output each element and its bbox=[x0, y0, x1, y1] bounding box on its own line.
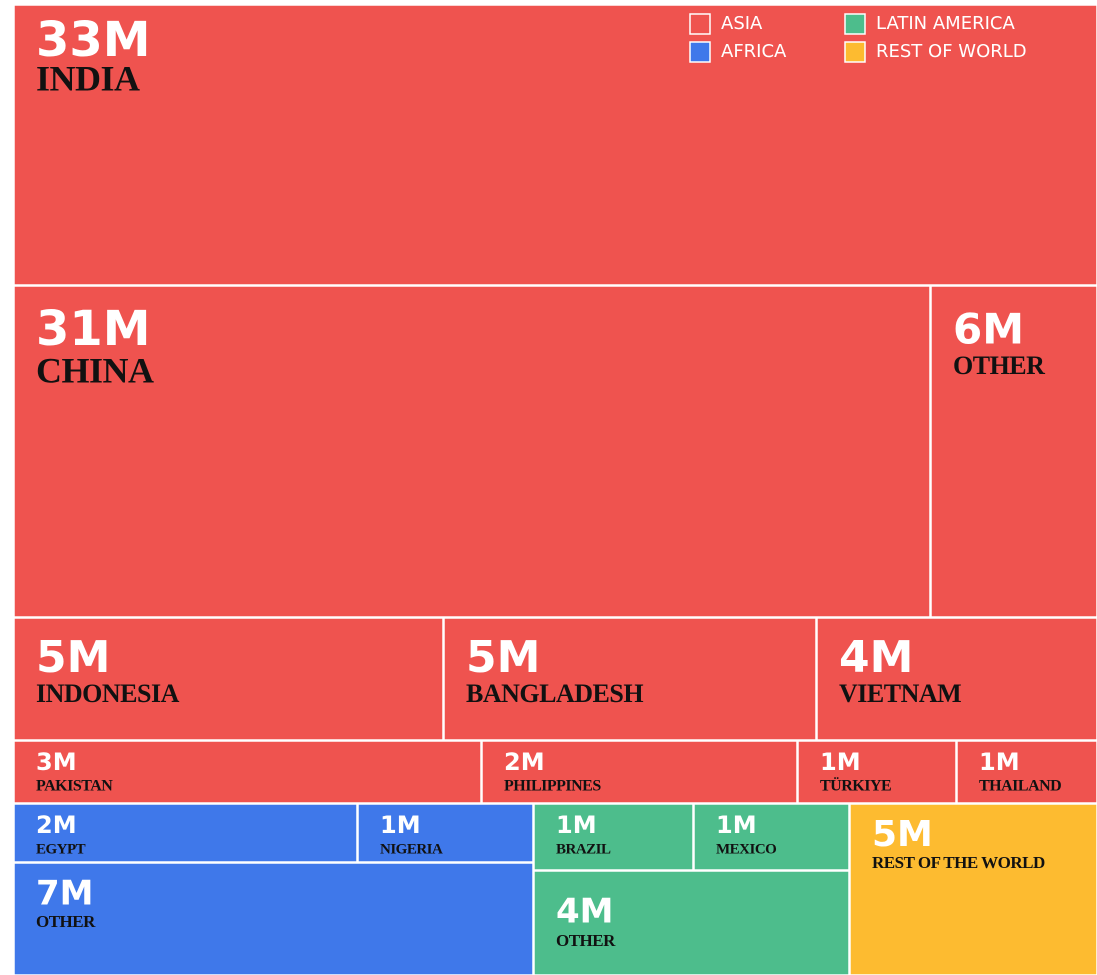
tile-label: INDIA bbox=[36, 58, 140, 98]
chart: 33MINDIA31MCHINA6MOTHER5MINDONESIA5MBANG… bbox=[0, 0, 1097, 975]
value-label: 2M bbox=[504, 748, 545, 776]
tile-label: TÜRKIYE bbox=[820, 777, 891, 795]
tile bbox=[14, 286, 930, 617]
tile-label: MEXICO bbox=[716, 841, 776, 857]
legend-swatch bbox=[690, 42, 710, 62]
tile-label: EGYPT bbox=[36, 841, 86, 857]
legend-swatch bbox=[690, 14, 710, 34]
tile-label: PAKISTAN bbox=[36, 778, 113, 795]
legend-label: LATIN AMERICA bbox=[876, 13, 1015, 34]
value-label: 5M bbox=[872, 814, 933, 855]
value-label: 1M bbox=[380, 811, 421, 839]
value-label: 1M bbox=[556, 811, 597, 839]
tile-label: INDONESIA bbox=[36, 679, 180, 708]
value-label: 1M bbox=[716, 811, 757, 839]
tile-label: THAILAND bbox=[979, 778, 1061, 795]
legend-label: AFRICA bbox=[721, 41, 787, 62]
value-label: 2M bbox=[36, 811, 77, 839]
value-label: 31M bbox=[36, 301, 151, 357]
tile-label: OTHER bbox=[36, 912, 96, 931]
legend-label: REST OF WORLD bbox=[876, 41, 1027, 62]
value-label: 4M bbox=[839, 632, 913, 683]
tile-label: OTHER bbox=[953, 351, 1045, 380]
tile-label: VIETNAM bbox=[839, 679, 961, 708]
legend-swatch bbox=[845, 42, 865, 62]
tile-label: CHINA bbox=[36, 350, 154, 390]
value-label: 5M bbox=[36, 632, 110, 683]
tile-label: REST OF THE WORLD bbox=[872, 853, 1045, 872]
value-label: 1M bbox=[820, 748, 861, 776]
legend-swatch bbox=[845, 14, 865, 34]
tile-label: BRAZIL bbox=[556, 841, 611, 857]
value-label: 5M bbox=[466, 632, 540, 683]
tile-label: OTHER bbox=[556, 931, 616, 950]
value-label: 7M bbox=[36, 874, 94, 914]
tile-label: PHILIPPINES bbox=[504, 778, 601, 795]
value-label: 3M bbox=[36, 748, 77, 776]
value-label: 1M bbox=[979, 748, 1020, 776]
tile-label: NIGERIA bbox=[380, 841, 443, 857]
value-label: 4M bbox=[556, 892, 614, 932]
value-label: 6M bbox=[953, 305, 1024, 354]
tile-label: BANGLADESH bbox=[466, 679, 643, 708]
legend-label: ASIA bbox=[721, 13, 763, 34]
